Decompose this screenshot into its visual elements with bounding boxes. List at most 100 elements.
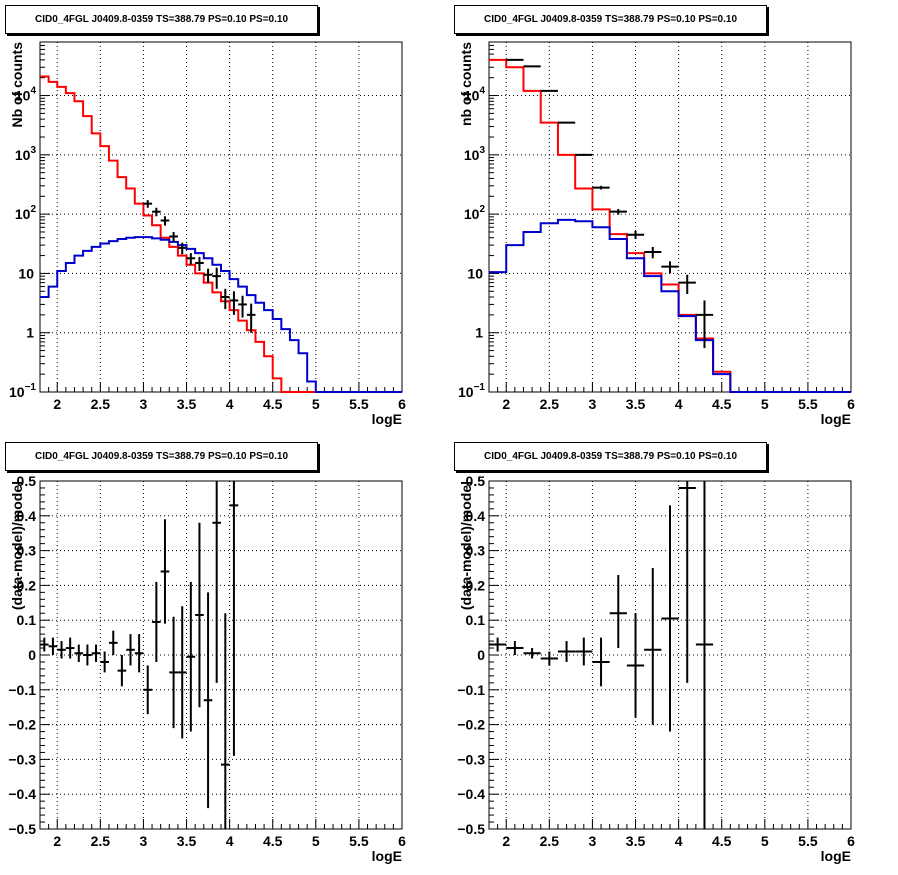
- data-point: [160, 216, 170, 226]
- y-tick-label: −0.1: [457, 682, 485, 698]
- data-point: [91, 644, 101, 662]
- y-tick-label: 0: [477, 647, 485, 663]
- data-point: [229, 291, 239, 315]
- data-point: [506, 641, 524, 655]
- x-tick-label: 5: [312, 396, 320, 412]
- y-tick-label: 104: [15, 86, 37, 104]
- x-tick-label: 4: [226, 396, 234, 412]
- y-tick-label: −0.2: [8, 717, 36, 733]
- data-point: [678, 274, 696, 294]
- x-tick-label: 5: [761, 396, 769, 412]
- pad-counts-left: 2 2.5 3 3.5 4 4.5 5 5.5 6 10−1 1 10 102 103 104 logE Nb …: [0, 0, 449, 437]
- data-point: [592, 185, 610, 190]
- data-point: [661, 505, 679, 732]
- y-tick-label: 10−1: [458, 382, 485, 400]
- data-point: [678, 481, 696, 683]
- y-tick-label: −0.4: [457, 786, 485, 802]
- data-point: [540, 651, 558, 666]
- data-point: [186, 581, 196, 732]
- x-tick-label: 5: [761, 833, 769, 849]
- data-point: [117, 655, 127, 687]
- data-point: [126, 634, 135, 666]
- series-source-model: [40, 236, 402, 393]
- x-tick-label: 4.5: [263, 396, 283, 412]
- data-point: [177, 606, 187, 739]
- data-point: [65, 637, 75, 659]
- plot-frame: [488, 41, 852, 393]
- series-total-model: [40, 75, 402, 393]
- data-point: [212, 267, 221, 289]
- data-point: [108, 630, 118, 655]
- x-tick-label: 5.5: [798, 833, 818, 849]
- data-point: [695, 481, 714, 829]
- series-source-model: [489, 218, 851, 393]
- y-tick-label: 0.4: [466, 508, 486, 524]
- y-tick-label: 1: [475, 325, 483, 341]
- data-point: [238, 295, 247, 318]
- data-point: [229, 481, 239, 756]
- x-tick-label: 5.5: [349, 833, 369, 849]
- data-point: [83, 644, 92, 666]
- x-tick-label: 2.5: [540, 396, 560, 412]
- y-tick-label: −0.1: [8, 682, 36, 698]
- data-point: [695, 300, 714, 349]
- x-tick-label: 4.5: [712, 833, 732, 849]
- data-point: [177, 242, 187, 255]
- data-point: [203, 592, 213, 809]
- y-tick-label: −0.4: [8, 786, 36, 802]
- x-tick-label: 4: [675, 833, 683, 849]
- data-point: [186, 253, 196, 265]
- y-tick-label: −0.5: [457, 821, 485, 837]
- x-tick-label: 3: [140, 396, 148, 412]
- x-tick-label: 2: [53, 396, 61, 412]
- data-point: [134, 634, 144, 673]
- y-tick-label: 10−1: [9, 382, 36, 400]
- chart-residuals-right: 2 2.5 3 3.5 4 4.5 5 5.5 6 −0.5 −0.4 −0.3 −0.2 −0.1 0 0.…: [457, 473, 855, 864]
- x-axis-title: logE: [372, 848, 402, 864]
- x-tick-label: 4.5: [712, 396, 732, 412]
- x-tick-label: 2.5: [91, 833, 111, 849]
- data-point: [609, 209, 627, 215]
- data-point: [506, 58, 524, 61]
- pad-residuals-right: 2 2.5 3 3.5 4 4.5 5 5.5 6 −0.5 −0.4 −0.3 −0.2 −0.1 0 0.…: [449, 437, 898, 875]
- data-point: [195, 256, 204, 271]
- y-tick-label: −0.5: [8, 821, 36, 837]
- data-point: [489, 637, 507, 652]
- x-tick-label: 5.5: [798, 396, 818, 412]
- x-tick-label: 4: [675, 396, 683, 412]
- data-point: [557, 121, 576, 124]
- chart-title: CID0_4FGL J0409.8-0359 TS=388.79 PS=0.10…: [454, 442, 767, 471]
- pad-residuals-left: 2 2.5 3 3.5 4 4.5 5 5.5 6 −0.5 −0.4 −0.3 −0.2 −0.1 0 0.…: [0, 437, 449, 875]
- x-tick-label: 2.5: [540, 833, 560, 849]
- y-tick-label: 102: [15, 204, 37, 222]
- y-tick-label: 0.2: [17, 577, 37, 593]
- data-point: [523, 648, 541, 659]
- chart-title: CID0_4FGL J0409.8-0359 TS=388.79 PS=0.10…: [5, 5, 318, 34]
- x-tick-label: 6: [847, 396, 855, 412]
- y-tick-label: 103: [464, 145, 486, 163]
- y-tick-label: 0.1: [466, 612, 486, 628]
- y-tick-label: 0.2: [466, 577, 486, 593]
- data-point: [221, 613, 230, 829]
- plot-frame: [39, 480, 403, 830]
- x-axis-title: logE: [821, 411, 851, 427]
- data-point: [143, 200, 153, 208]
- x-tick-label: 6: [847, 833, 855, 849]
- x-tick-label: 6: [398, 833, 406, 849]
- data-point: [644, 568, 662, 725]
- y-tick-label: 0.3: [466, 543, 486, 559]
- y-tick-label: 10: [18, 265, 34, 281]
- x-tick-label: 3: [589, 396, 597, 412]
- x-tick-label: 2.5: [91, 396, 111, 412]
- y-tick-label: 0: [28, 647, 36, 663]
- pad-counts-right: 2 2.5 3 3.5 4 4.5 5 5.5 6 10−1 1 10 102 103 104 logE nb …: [449, 0, 898, 437]
- series-total-model: [489, 58, 851, 393]
- data-point: [203, 268, 213, 283]
- x-axis-title: logE: [372, 411, 402, 427]
- y-tick-label: 103: [15, 145, 37, 163]
- data-point: [100, 651, 109, 673]
- y-tick-label: 0.5: [17, 473, 37, 489]
- data-point: [143, 665, 153, 715]
- y-tick-label: 102: [464, 204, 486, 222]
- data-point: [246, 303, 256, 333]
